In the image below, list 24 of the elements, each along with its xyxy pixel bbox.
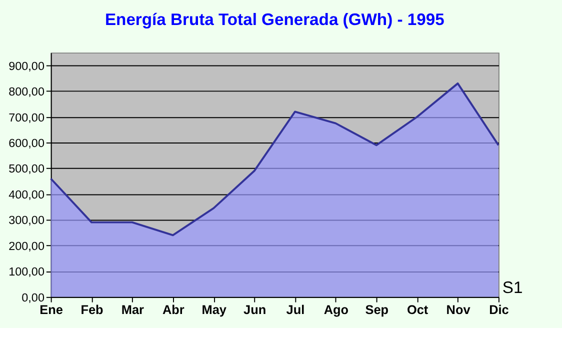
x-tick-label: May bbox=[202, 303, 226, 318]
x-tick-label: Feb bbox=[80, 303, 104, 318]
x-tick-label: Mar bbox=[121, 303, 144, 318]
y-tick-label: 0,00 bbox=[22, 291, 45, 304]
y-tick-label: 800,00 bbox=[8, 86, 45, 99]
y-tick-label: 500,00 bbox=[8, 162, 45, 176]
x-tick-label: Jul bbox=[286, 303, 305, 318]
x-tick-label: Nov bbox=[446, 303, 470, 318]
y-tick-label: 700,00 bbox=[8, 111, 45, 124]
y-tick-label: 400,00 bbox=[8, 188, 45, 202]
y-tick-label: 900,00 bbox=[8, 60, 45, 73]
y-tick-label: 200,00 bbox=[8, 240, 45, 253]
y-tick-label: 300,00 bbox=[8, 214, 45, 228]
chart-title: Energía Bruta Total Generada (GWh) - 1995 bbox=[104, 10, 444, 30]
x-tick-label: Jun bbox=[244, 303, 266, 318]
x-tick-label: Dic bbox=[489, 303, 509, 318]
x-tick-label: Abr bbox=[162, 303, 184, 318]
x-tick-label: Sep bbox=[365, 303, 389, 318]
x-tick-label: Ene bbox=[40, 303, 63, 318]
series-label: S1 bbox=[502, 278, 523, 298]
y-tick-label: 100,00 bbox=[8, 266, 45, 279]
y-tick-label: 600,00 bbox=[8, 137, 45, 150]
x-tick-label: Oct bbox=[406, 303, 429, 318]
x-tick-label: Ago bbox=[324, 303, 349, 318]
